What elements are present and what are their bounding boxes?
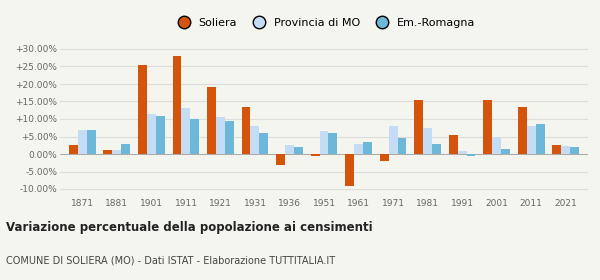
Bar	[311, 154, 320, 156]
Bar	[380, 154, 389, 161]
Bar	[103, 150, 112, 154]
Bar	[449, 135, 458, 154]
Bar	[552, 145, 561, 154]
Bar	[536, 124, 545, 154]
Bar	[501, 149, 510, 154]
Bar	[181, 109, 190, 154]
Bar	[328, 133, 337, 154]
Bar	[320, 131, 328, 154]
Bar	[570, 147, 579, 154]
Bar	[250, 126, 259, 154]
Bar	[87, 129, 96, 154]
Legend: Soliera, Provincia di MO, Em.-Romagna: Soliera, Provincia di MO, Em.-Romagna	[169, 14, 479, 32]
Bar	[112, 150, 121, 154]
Bar	[467, 154, 475, 156]
Bar	[432, 143, 441, 154]
Bar	[78, 129, 87, 154]
Bar	[423, 128, 432, 154]
Bar	[276, 154, 285, 165]
Bar	[518, 107, 527, 154]
Bar	[414, 100, 423, 154]
Bar	[527, 126, 536, 154]
Bar	[156, 115, 165, 154]
Bar	[138, 65, 147, 154]
Text: COMUNE DI SOLIERA (MO) - Dati ISTAT - Elaborazione TUTTITALIA.IT: COMUNE DI SOLIERA (MO) - Dati ISTAT - El…	[6, 255, 335, 265]
Bar	[190, 119, 199, 154]
Bar	[345, 154, 354, 186]
Bar	[207, 87, 216, 154]
Bar	[173, 56, 181, 154]
Bar	[69, 145, 78, 154]
Bar	[216, 117, 225, 154]
Bar	[285, 145, 294, 154]
Bar	[294, 147, 303, 154]
Bar	[354, 143, 363, 154]
Bar	[389, 126, 398, 154]
Bar	[225, 121, 234, 154]
Bar	[147, 114, 156, 154]
Bar	[363, 142, 372, 154]
Bar	[458, 151, 467, 154]
Bar	[259, 133, 268, 154]
Bar	[561, 146, 570, 154]
Bar	[492, 137, 501, 154]
Bar	[483, 100, 492, 154]
Bar	[398, 138, 406, 154]
Bar	[121, 143, 130, 154]
Text: Variazione percentuale della popolazione ai censimenti: Variazione percentuale della popolazione…	[6, 221, 373, 234]
Bar	[242, 107, 250, 154]
